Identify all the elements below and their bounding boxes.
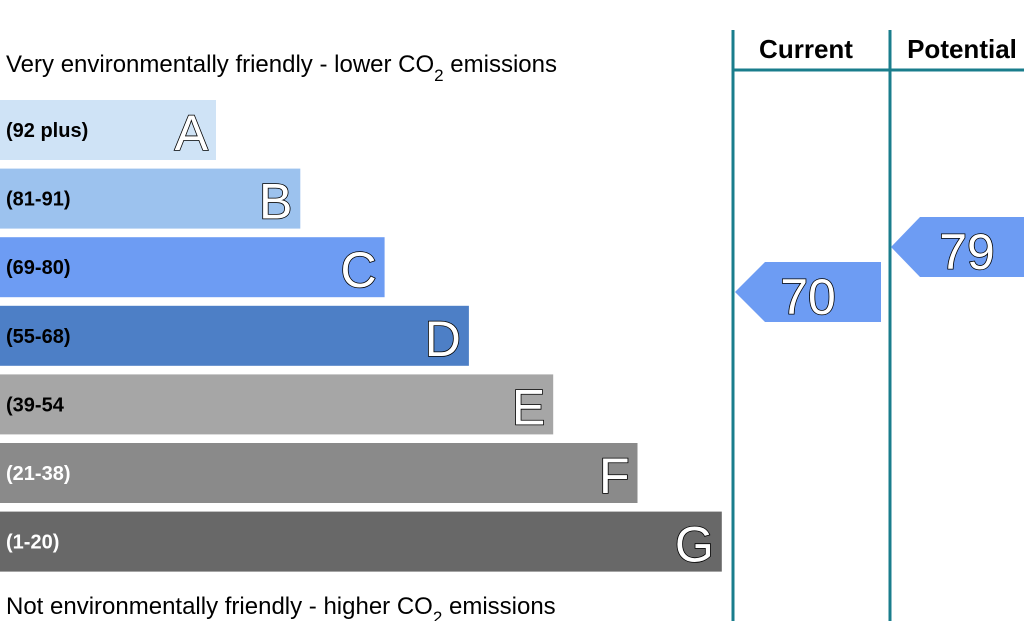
band-bar: [0, 168, 301, 229]
bottom-text-end: emissions: [442, 593, 555, 620]
column-lines: [731, 30, 1024, 621]
band-bar: [0, 443, 638, 503]
potential-arrow: [891, 217, 1024, 277]
potential-header: Potential: [907, 34, 1017, 64]
band-range: (39-54: [6, 394, 65, 416]
band-range: (1-20): [6, 532, 59, 554]
band-bar: [0, 374, 554, 435]
band-bar: [0, 237, 385, 298]
current-arrow: [735, 262, 881, 322]
top-text-end: emissions: [444, 51, 557, 78]
bands: (92 plus) A (81-91) B (69-80) C (55-68) D (39-54…: [0, 100, 722, 573]
potential-value: 79: [939, 224, 995, 280]
band-range: (92 plus): [6, 120, 88, 142]
current-header: Current: [759, 34, 853, 64]
band-letter: B: [259, 174, 292, 230]
top-text: Very environmentally friendly - lower CO…: [6, 51, 557, 85]
band-bar: [0, 511, 722, 572]
band-range: (69-80): [6, 257, 70, 279]
band-letter: E: [512, 379, 545, 435]
top-text-sub: 2: [434, 66, 443, 85]
top-text-main: Very environmentally friendly - lower CO: [6, 51, 434, 78]
bottom-text-main: Not environmentally friendly - higher CO: [6, 593, 433, 620]
band-range: (55-68): [6, 326, 70, 348]
band-letter: C: [340, 242, 376, 298]
band-letter: G: [675, 517, 714, 573]
band-range: (81-91): [6, 189, 70, 211]
band-range: (21-38): [6, 463, 70, 485]
band-letter: D: [425, 311, 461, 367]
current-value: 70: [780, 269, 836, 325]
bottom-text: Not environmentally friendly - higher CO…: [6, 593, 556, 621]
band-bar: [0, 305, 469, 366]
band-letter: F: [599, 448, 630, 504]
band-bar: [0, 100, 216, 160]
band-letter: A: [175, 105, 209, 161]
bottom-text-sub: 2: [433, 608, 442, 621]
